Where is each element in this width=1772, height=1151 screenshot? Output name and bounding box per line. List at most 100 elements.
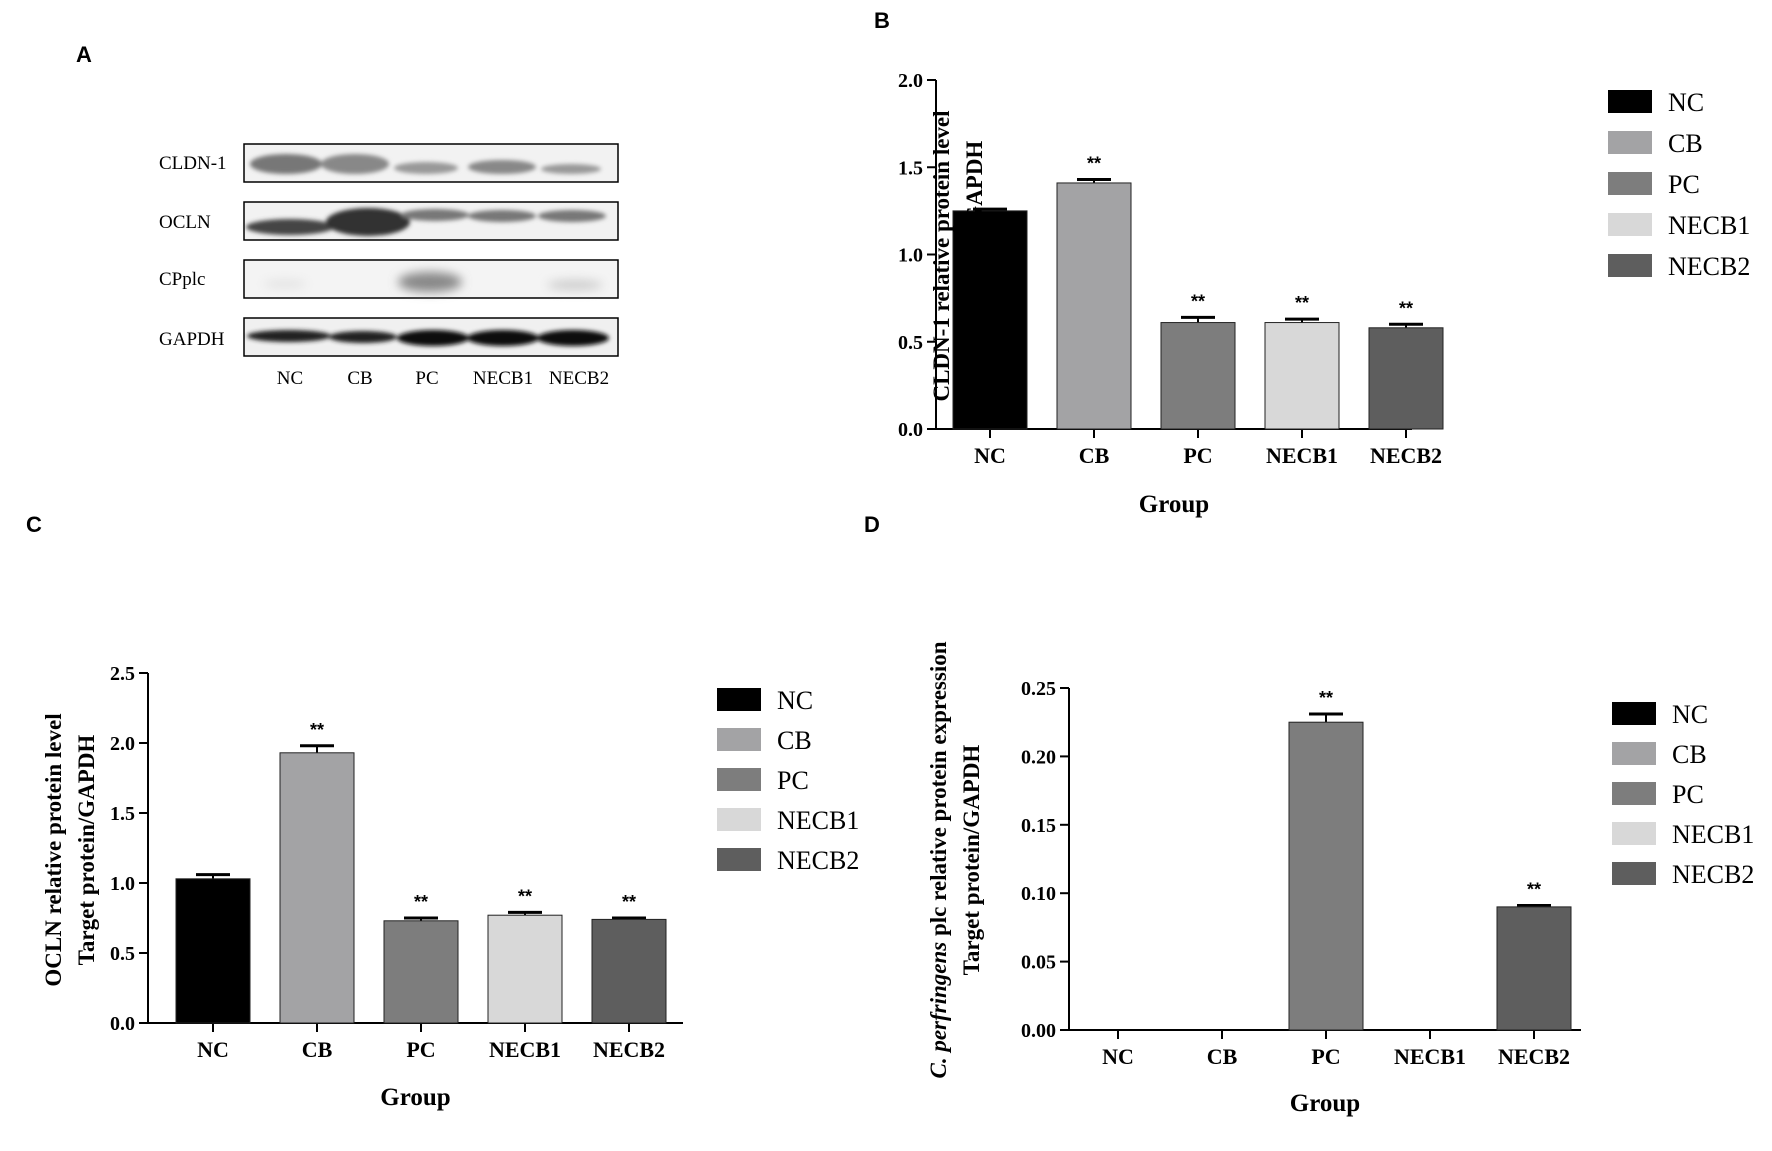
category-label-necb1: NECB1: [1394, 1044, 1466, 1069]
blot-strip-cldn1: [243, 143, 619, 183]
legend-label-necb2: NECB2: [1668, 252, 1750, 281]
y-tick-label: 2.5: [110, 663, 135, 685]
significance-marker: **: [1295, 293, 1309, 313]
y-axis-title-italic: C. perfringens: [926, 942, 951, 1079]
significance-marker: **: [1191, 291, 1205, 311]
significance-marker: **: [414, 892, 428, 912]
y-axis-title: CLDN-1 relative protein level: [929, 110, 954, 401]
legend-label-nc: NC: [1668, 88, 1704, 117]
category-label-necb1: NECB1: [1266, 443, 1338, 468]
legend-swatch-cb: [717, 728, 761, 751]
legend-swatch-pc: [1612, 782, 1656, 805]
y-tick-label: 1.0: [898, 245, 923, 267]
legend-swatch-necb1: [1612, 822, 1656, 845]
blot-lane-label-cb: CB: [347, 368, 372, 389]
legend-swatch-nc: [1608, 90, 1652, 113]
chart-cpplc: 0.00 0.05 0.10 0.15 0.20 0.25 NC CB ** PC NECB1 ** N…: [926, 641, 1754, 1117]
category-label-pc: PC: [1311, 1044, 1340, 1069]
category-label-nc: NC: [974, 443, 1006, 468]
legend-label-cb: CB: [777, 726, 812, 755]
bar-pc: [1160, 322, 1236, 430]
legend-label-nc: NC: [777, 686, 813, 715]
significance-marker: **: [1527, 880, 1541, 900]
blot-row-label-gapdh: GAPDH: [159, 329, 225, 350]
chart-ocln: 0.0 0.5 1.0 1.5 2.0 2.5 NC ** CB ** PC ** NECB1 ** NEC…: [41, 663, 859, 1111]
y-axis-subtitle: Target protein/GAPDH: [962, 141, 987, 372]
y-axis-title: C. perfringens plc relative protein expr…: [926, 641, 951, 1078]
legend-swatch-necb2: [1612, 862, 1656, 885]
y-axis-title-text: CLDN-1 relative protein level: [929, 110, 954, 401]
y-tick-label: 0.00: [1021, 1020, 1056, 1042]
y-tick-label: 0.5: [110, 943, 135, 965]
chart-cldn1: 0.0 0.5 1.0 1.5 2.0 NC ** CB ** PC ** NECB1 ** NECB2 G…: [898, 70, 1750, 518]
category-label-pc: PC: [1183, 443, 1212, 468]
blot-lane-label-necb1: NECB1: [473, 368, 533, 389]
y-axis-subtitle: Target protein/GAPDH: [74, 735, 99, 966]
bar-pc: [1288, 721, 1364, 1031]
category-label-cb: CB: [1207, 1044, 1238, 1069]
y-axis-title-text: OCLN relative protein level: [41, 713, 66, 986]
y-tick-label: 0.05: [1021, 952, 1056, 974]
panel-letter-a: A: [76, 42, 92, 67]
bar-nc: [952, 210, 1028, 430]
blot-strip-gapdh: [243, 317, 619, 357]
blot-row-label-cldn1: CLDN-1: [159, 153, 227, 174]
x-axis-title: Group: [380, 1084, 450, 1111]
legend-label-cb: CB: [1668, 129, 1703, 158]
significance-marker: **: [1087, 153, 1101, 173]
legend-label-necb2: NECB2: [777, 846, 859, 875]
y-tick-label: 2.0: [898, 70, 923, 92]
legend-label-pc: PC: [777, 766, 809, 795]
bar-necb2: [1368, 327, 1444, 430]
legend-swatch-necb1: [1608, 213, 1652, 236]
y-tick-label: 0.25: [1021, 678, 1056, 700]
legend-label-nc: NC: [1672, 700, 1708, 729]
bar-necb2: [591, 918, 667, 1024]
y-tick-label: 1.5: [898, 157, 923, 179]
legend-swatch-nc: [1612, 702, 1656, 725]
significance-marker: **: [1399, 298, 1413, 318]
bar-nc: [175, 878, 251, 1024]
category-label-nc: NC: [1102, 1044, 1134, 1069]
legend-label-cb: CB: [1672, 740, 1707, 769]
legend-swatch-pc: [1608, 172, 1652, 195]
category-label-necb2: NECB2: [593, 1037, 665, 1062]
category-label-necb1: NECB1: [489, 1037, 561, 1062]
bar-necb1: [487, 914, 563, 1024]
bar-pc: [383, 920, 459, 1024]
y-axis-title-text: plc relative protein expression: [926, 641, 951, 941]
legend-swatch-necb2: [717, 848, 761, 871]
legend-swatch-cb: [1612, 742, 1656, 765]
blot-row-label-cpplc: CPplc: [159, 269, 205, 290]
significance-marker: **: [518, 886, 532, 906]
panel-letter-b: B: [874, 8, 890, 33]
panel-letter-d: D: [864, 512, 880, 537]
legend-label-necb1: NECB1: [1668, 211, 1750, 240]
y-tick-label: 0.20: [1021, 746, 1056, 768]
category-label-cb: CB: [302, 1037, 333, 1062]
legend-swatch-cb: [1608, 131, 1652, 154]
significance-marker: **: [310, 720, 324, 740]
y-tick-label: 1.5: [110, 803, 135, 825]
y-tick-label: 1.0: [110, 873, 135, 895]
legend-swatch-pc: [717, 768, 761, 791]
y-tick-label: 0.15: [1021, 815, 1056, 837]
category-label-pc: PC: [406, 1037, 435, 1062]
blot-strip-cpplc: [243, 259, 619, 299]
y-axis-subtitle: Target protein/GAPDH: [959, 745, 984, 976]
category-label-necb2: NECB2: [1370, 443, 1442, 468]
category-label-cb: CB: [1079, 443, 1110, 468]
legend-label-necb1: NECB1: [777, 806, 859, 835]
legend-label-pc: PC: [1672, 780, 1704, 809]
y-axis-title: OCLN relative protein level: [41, 713, 66, 986]
category-label-necb2: NECB2: [1498, 1044, 1570, 1069]
legend-label-pc: PC: [1668, 170, 1700, 199]
x-axis-title: Group: [1290, 1090, 1360, 1117]
significance-marker: **: [1319, 688, 1333, 708]
y-tick-label: 0.10: [1021, 883, 1056, 905]
legend-swatch-necb2: [1608, 254, 1652, 277]
legend-label-necb2: NECB2: [1672, 860, 1754, 889]
x-axis-title: Group: [1139, 491, 1209, 518]
bar-necb2: [1496, 906, 1572, 1031]
